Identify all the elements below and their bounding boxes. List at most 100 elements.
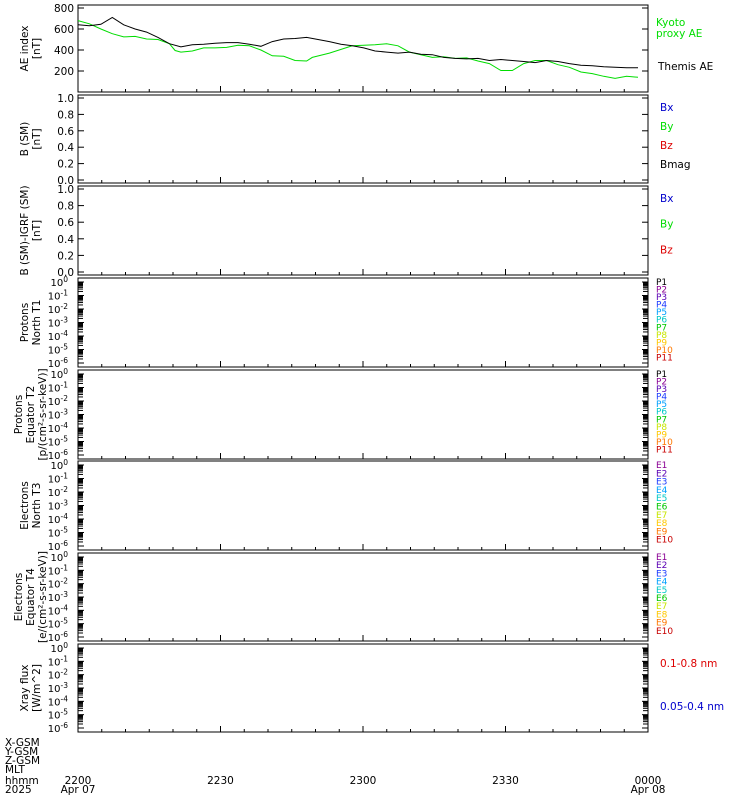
time-row-label: Y-GSM	[4, 746, 38, 758]
legend-p9: P9	[656, 430, 667, 440]
tick-mantissa: 10	[48, 384, 61, 395]
x-tick-date: Apr 08	[631, 784, 666, 796]
tick-exponent: -6	[61, 721, 69, 730]
y-tick-label: 10-1	[48, 654, 68, 668]
legend-e9: E9	[656, 527, 668, 537]
panel-frame	[77, 277, 649, 368]
legend-e4: E4	[656, 578, 668, 588]
legend-e8: E8	[656, 519, 668, 529]
y-axis-label: ElectronsNorth T3	[19, 481, 43, 530]
legend-p2: P2	[656, 286, 667, 296]
y-tick-label: 10-2	[48, 485, 68, 499]
y-tick-label: 10-2	[48, 302, 68, 316]
tick-mantissa: 10	[48, 580, 61, 591]
tick-exponent: -5	[61, 708, 69, 717]
tick-exponent: 0	[63, 641, 68, 650]
legend-kyoto-proxy-ae: proxy AE	[656, 28, 702, 40]
tick-mantissa: 10	[48, 488, 61, 499]
y-tick-label: 100	[50, 641, 68, 655]
tick-exponent: -5	[61, 617, 69, 626]
y-tick-label: 400	[54, 45, 74, 57]
tick-exponent: -4	[61, 512, 69, 521]
legend-xray-short: 0.05-0.4 nm	[660, 701, 724, 713]
y-tick-label: 0.6	[57, 217, 74, 229]
y-axis-label: B (SM)-IGRF (SM)[nT]	[19, 185, 43, 275]
tick-exponent: -3	[61, 681, 69, 690]
y-tick-label: 10-6	[48, 721, 68, 735]
tick-mantissa: 10	[48, 529, 61, 540]
tick-mantissa: 10	[50, 644, 63, 655]
tick-mantissa: 10	[48, 502, 61, 513]
y-tick-label: 10-1	[48, 472, 68, 486]
tick-exponent: -3	[61, 590, 69, 599]
legend-e10: E10	[656, 627, 673, 637]
y-axis-label-line: [e/(cm²-s-sr-keV)]	[37, 551, 49, 643]
y-tick-label: 10-1	[48, 563, 68, 577]
legend-e5: E5	[656, 494, 667, 504]
tick-mantissa: 10	[48, 684, 61, 695]
panel-b_sm: B (SM)[nT] 1.0 0.8 0.6 0.4 0.2 0.0 Bx By Bz Bmag	[19, 93, 691, 187]
legend-p5: P5	[656, 308, 667, 318]
y-tick-label: 10-4	[48, 512, 68, 526]
y-axis-label-line: [p/(cm²-s-sr-keV)]	[37, 368, 49, 460]
panel-protons_t1: ProtonsNorth T110010-110-210-310-410-510…	[19, 275, 673, 370]
legend-p9: P9	[656, 338, 667, 348]
y-tick-label: 0.6	[57, 126, 74, 138]
y-tick-label: 10-5	[48, 435, 68, 449]
legend-p11: P11	[656, 445, 673, 455]
tick-mantissa: 10	[48, 451, 61, 462]
x-tick-hhmm: 2300	[350, 775, 377, 787]
panel-frame	[77, 552, 649, 642]
legend-e7: E7	[656, 602, 667, 612]
y-axis-label-line: AE index	[19, 26, 31, 72]
y-tick-label: 200	[54, 66, 74, 78]
tick-mantissa: 10	[48, 292, 61, 303]
legend-e2: E2	[656, 469, 667, 479]
tick-mantissa: 10	[50, 370, 63, 381]
y-axis-label: ProtonsEquator T2[p/(cm²-s-sr-keV)]	[13, 368, 49, 460]
tick-mantissa: 10	[48, 424, 61, 435]
y-tick-label: 10-5	[48, 708, 68, 722]
legend-p11: P11	[656, 353, 673, 363]
legend-p2: P2	[656, 378, 667, 388]
y-tick-label: 0.4	[57, 234, 74, 246]
tick-exponent: -5	[61, 435, 69, 444]
tick-mantissa: 10	[48, 515, 61, 526]
tick-mantissa: 10	[48, 475, 61, 486]
tick-exponent: -2	[61, 394, 69, 403]
y-tick-label: 10-3	[48, 590, 68, 604]
tick-exponent: -6	[61, 448, 69, 457]
tick-exponent: -4	[61, 421, 69, 430]
y-tick-label: 1.0	[57, 184, 74, 196]
legend-p5: P5	[656, 400, 667, 410]
legend-e10: E10	[656, 536, 673, 546]
legend-p4: P4	[656, 393, 667, 403]
y-tick-label: 0.8	[57, 109, 74, 121]
time-row-label: 2025	[5, 784, 32, 796]
tick-mantissa: 10	[48, 305, 61, 316]
tick-mantissa: 10	[48, 606, 61, 617]
legend-p8: P8	[656, 423, 667, 433]
y-axis-label: AE index[nT]	[19, 26, 43, 72]
y-tick-label: 10-3	[48, 681, 68, 695]
y-tick-label: 10-4	[48, 603, 68, 617]
legend-e6: E6	[656, 503, 668, 513]
legend-bx: Bx	[660, 102, 673, 114]
legend-e4: E4	[656, 486, 668, 496]
tick-exponent: 0	[63, 458, 68, 467]
x-tick-date: Apr 07	[61, 784, 96, 796]
y-tick-label: 600	[54, 24, 74, 36]
legend-bx: Bx	[660, 193, 673, 205]
tick-exponent: -3	[61, 408, 69, 417]
y-tick-label: 10-3	[48, 499, 68, 513]
tick-exponent: -4	[61, 694, 69, 703]
panel-frame	[77, 185, 649, 276]
y-tick-label: 0.4	[57, 142, 74, 154]
y-tick-label: 10-1	[48, 289, 68, 303]
y-tick-label: 0.0	[57, 175, 74, 187]
legend-e8: E8	[656, 610, 668, 620]
legend-bz: Bz	[660, 140, 673, 152]
panel-frame	[77, 4, 649, 93]
tick-mantissa: 10	[48, 633, 61, 644]
